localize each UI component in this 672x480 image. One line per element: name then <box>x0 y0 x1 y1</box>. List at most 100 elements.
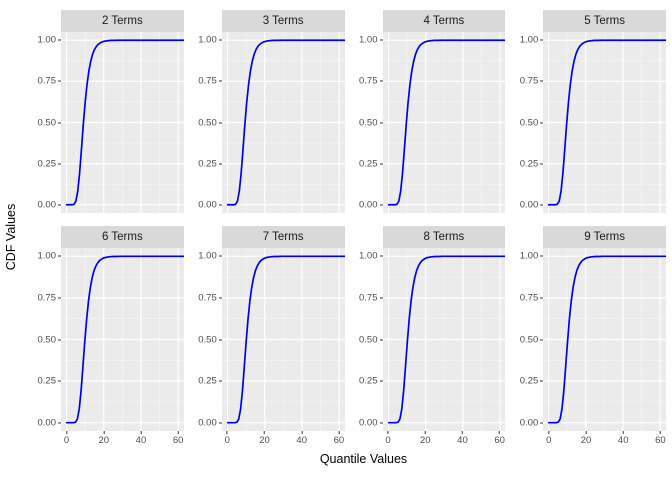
panel-canvas <box>543 248 666 431</box>
facet-strip-label: 6 Terms <box>102 231 143 243</box>
panel-canvas <box>383 32 506 213</box>
y-tick-label: 0.25 <box>520 376 544 387</box>
y-tick-text: 1.00 <box>519 250 539 262</box>
y-tick-text: 0.25 <box>37 158 57 170</box>
y-tick-mark <box>218 204 222 206</box>
y-axis-title: CDF Values <box>4 203 18 271</box>
y-tick-label: 1.00 <box>38 35 61 46</box>
x-tick-label: 20 <box>98 431 109 446</box>
x-tick-label: 60 <box>173 431 183 446</box>
y-tick-label: 0.25 <box>198 158 222 169</box>
y-tick-label: 1.00 <box>520 35 544 46</box>
y-tick-text: 0.50 <box>359 117 378 128</box>
y-tick-text: 0.25 <box>519 375 539 387</box>
y-tick-label: 0.50 <box>37 334 61 345</box>
y-tick-text: 0.75 <box>37 75 57 87</box>
facet-strip-label: 2 Terms <box>102 15 143 27</box>
y-tick-label: 0.00 <box>38 417 61 428</box>
x-tick-mark <box>548 431 550 434</box>
y-tick-mark <box>218 39 222 41</box>
facet-strip-label: 7 Terms <box>262 231 304 243</box>
cdf-curve <box>388 256 505 422</box>
x-tick-text: 20 <box>419 435 431 446</box>
y-tick-text: 1.00 <box>359 34 378 46</box>
y-tick-label: 0.00 <box>520 417 544 428</box>
x-tick-label: 60 <box>494 431 505 446</box>
y-tick-mark <box>58 39 61 41</box>
y-tick-text: 0.50 <box>519 117 539 128</box>
x-tick-label: 40 <box>296 431 307 446</box>
y-tick-mark <box>379 122 383 123</box>
y-tick-text: 0.50 <box>37 334 57 345</box>
x-tick-label: 20 <box>420 431 431 446</box>
y-tick-mark <box>58 255 61 257</box>
facet-8-terms: 8 Terms 1.00 0.75 0.50 0.25 0.00 0 20 40 60 <box>345 226 506 449</box>
facet-strip-label: 5 Terms <box>584 15 625 27</box>
x-axis-ticks: 0 20 40 60 <box>61 431 184 449</box>
y-tick-mark <box>379 255 383 257</box>
y-tick-label: 0.00 <box>520 199 544 210</box>
cdf-curve <box>549 256 666 422</box>
y-tick-mark <box>379 297 383 299</box>
y-tick-mark <box>540 80 544 82</box>
facet-strip-5-terms: 5 Terms <box>543 10 666 32</box>
y-tick-text: 0.00 <box>519 199 539 211</box>
x-tick-mark <box>585 431 587 434</box>
y-tick-mark <box>218 255 222 257</box>
y-axis-ticks: 1.00 0.75 0.50 0.25 0.00 <box>184 248 222 431</box>
y-tick-label: 0.75 <box>520 292 544 303</box>
y-axis-ticks: 1.00 0.75 0.50 0.25 0.00 <box>505 248 544 431</box>
x-tick-label: 60 <box>655 431 666 446</box>
y-tick-text: 0.00 <box>198 417 217 429</box>
x-tick-mark <box>461 431 463 434</box>
facet-strip-2-terms: 2 Terms <box>61 10 184 32</box>
y-tick-label: 0.25 <box>359 376 383 387</box>
x-tick-text: 40 <box>457 435 468 446</box>
y-tick-label: 0.25 <box>38 376 61 387</box>
x-tick-label: 0 <box>546 431 551 446</box>
y-tick-mark <box>540 39 544 41</box>
y-tick-label: 1.00 <box>198 251 222 262</box>
x-tick-text: 60 <box>333 435 345 446</box>
y-tick-label: 0.25 <box>520 158 544 169</box>
y-tick-mark <box>218 80 222 82</box>
y-tick-mark <box>218 122 222 123</box>
facet-strip-4-terms: 4 Terms <box>382 10 506 32</box>
y-tick-mark <box>58 422 61 424</box>
x-tick-text: 40 <box>617 435 629 446</box>
y-tick-mark <box>218 422 222 424</box>
y-tick-text: 0.25 <box>359 375 378 387</box>
y-tick-text: 0.00 <box>519 417 539 429</box>
facet-2-terms: 2 Terms 1.00 0.75 0.50 0.25 0.00 <box>23 10 184 213</box>
x-tick-text: 60 <box>655 435 666 446</box>
y-tick-label: 0.50 <box>37 117 61 128</box>
x-tick-text: 20 <box>98 435 110 446</box>
y-tick-mark <box>540 297 544 299</box>
y-tick-label: 1.00 <box>359 35 383 46</box>
x-tick-text: 0 <box>546 435 552 446</box>
y-tick-mark <box>540 380 544 382</box>
y-tick-mark <box>540 255 544 257</box>
y-axis-ticks: 1.00 0.75 0.50 0.25 0.00 <box>23 248 61 431</box>
x-tick-mark <box>622 431 624 434</box>
y-tick-label: 0.50 <box>520 334 544 345</box>
x-tick-label: 20 <box>581 431 591 446</box>
x-tick-mark <box>264 431 266 434</box>
y-tick-text: 0.75 <box>519 75 539 87</box>
y-tick-text: 0.25 <box>519 158 539 170</box>
facet-strip-label: 3 Terms <box>262 15 304 27</box>
x-tick-label: 40 <box>457 431 468 446</box>
x-tick-label: 0 <box>225 431 230 446</box>
y-tick-text: 0.50 <box>37 117 57 128</box>
x-tick-mark <box>140 431 142 434</box>
x-tick-mark <box>424 431 426 434</box>
y-tick-label: 1.00 <box>359 251 383 262</box>
y-tick-label: 0.50 <box>198 117 222 128</box>
facet-6-terms: 6 Terms 1.00 0.75 0.50 0.25 0.00 0 20 40 60 <box>23 226 184 449</box>
x-axis-ticks: 0 20 40 60 <box>222 431 345 449</box>
plot-panel-6-terms <box>61 248 184 431</box>
y-tick-label: 0.50 <box>359 334 383 345</box>
y-tick-text: 1.00 <box>37 250 57 262</box>
facet-9-terms: 9 Terms 1.00 0.75 0.50 0.25 0.00 0 20 40 60 <box>505 226 666 449</box>
y-axis-ticks: 1.00 0.75 0.50 0.25 0.00 <box>345 248 383 431</box>
